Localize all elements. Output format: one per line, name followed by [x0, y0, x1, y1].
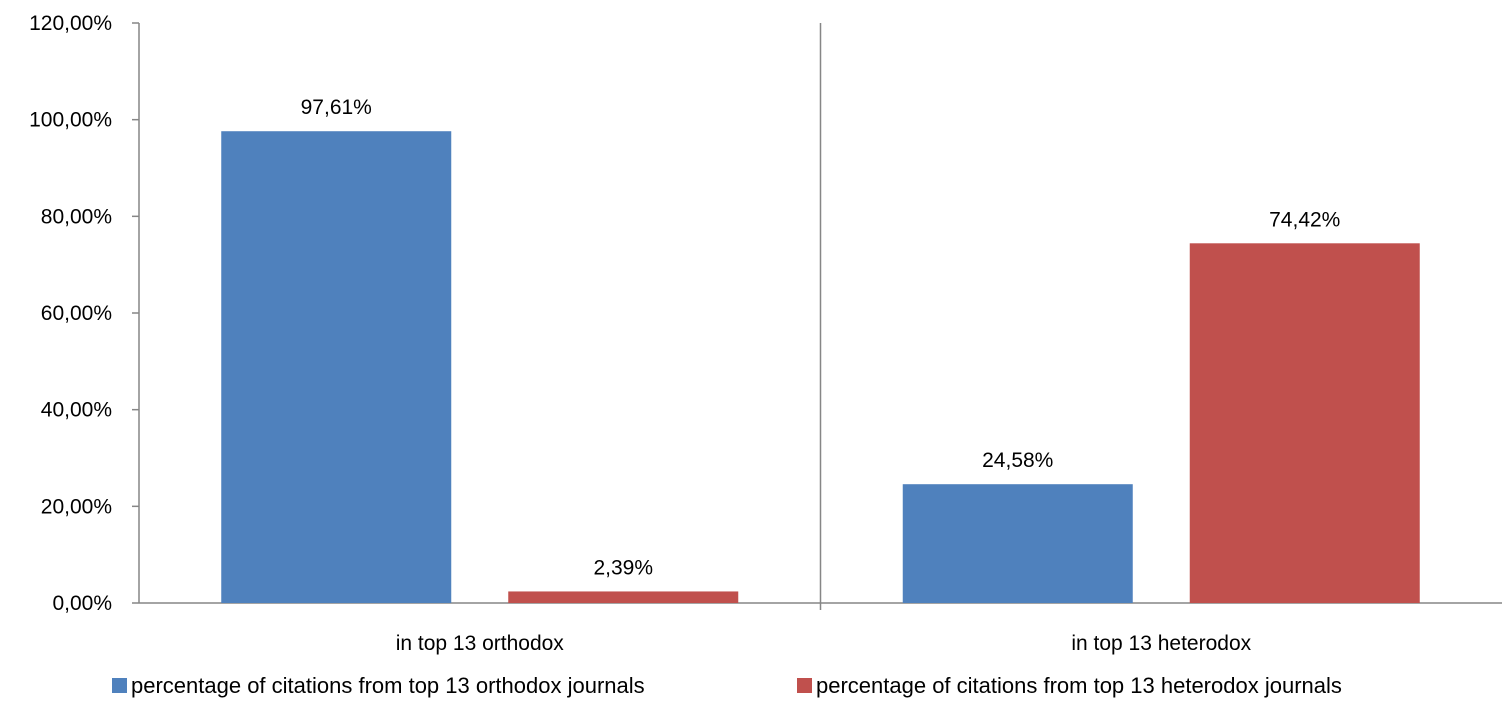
- bar-value-label: 24,58%: [982, 449, 1053, 472]
- legend-label: percentage of citations from top 13 orth…: [131, 673, 645, 698]
- bar: [902, 484, 1133, 603]
- y-axis-ticks: 0,00% 20,00% 40,00% 60,00% 80,00% 100,00% 120,…: [29, 12, 139, 615]
- legend-swatch: [112, 678, 127, 693]
- legend-swatch: [797, 678, 812, 693]
- x-category-label: in top 13 heterodox: [1071, 632, 1251, 655]
- bar-value-label: 74,42%: [1269, 208, 1340, 231]
- y-tick-label: 80,00%: [41, 205, 112, 228]
- category-labels: in top 13 orthodox in top 13 heterodox: [396, 632, 1252, 655]
- bar: [221, 131, 452, 604]
- bars: [221, 131, 1420, 604]
- y-tick-label: 0,00%: [52, 592, 112, 615]
- legend-label: percentage of citations from top 13 hete…: [816, 673, 1342, 698]
- bar: [1189, 243, 1420, 603]
- y-tick-label: 120,00%: [29, 12, 112, 35]
- y-tick-label: 20,00%: [41, 495, 112, 518]
- bar-value-label: 97,61%: [301, 96, 372, 119]
- legend: percentage of citations from top 13 orth…: [112, 673, 1342, 698]
- x-category-label: in top 13 orthodox: [396, 632, 565, 655]
- data-labels: 97,61% 2,39% 24,58% 74,42%: [301, 96, 1341, 579]
- y-tick-label: 40,00%: [41, 399, 112, 422]
- bar-value-label: 2,39%: [593, 556, 653, 579]
- y-tick-label: 60,00%: [41, 302, 112, 325]
- y-tick-label: 100,00%: [29, 109, 112, 132]
- bar: [508, 591, 739, 603]
